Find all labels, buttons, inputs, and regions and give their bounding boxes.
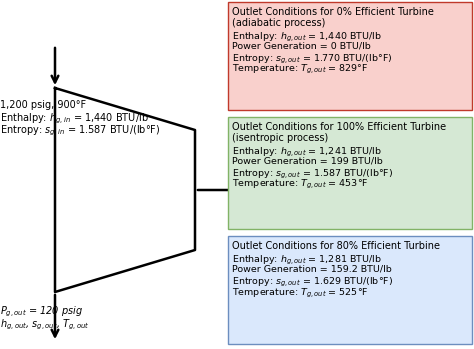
Text: Outlet Conditions for 100% Efficient Turbine: Outlet Conditions for 100% Efficient Tur… <box>232 122 446 132</box>
Text: Power Generation = 159.2 BTU/lb: Power Generation = 159.2 BTU/lb <box>232 265 392 274</box>
Text: Temperature: $T_{g,out}$ = 453°F: Temperature: $T_{g,out}$ = 453°F <box>232 178 369 192</box>
Text: 1,200 psig, 900°F: 1,200 psig, 900°F <box>0 100 86 110</box>
FancyBboxPatch shape <box>228 2 472 110</box>
Text: Entropy: $s_{g,out}$ = 1.770 BTU/(lb°F): Entropy: $s_{g,out}$ = 1.770 BTU/(lb°F) <box>232 52 392 66</box>
Text: Entropy: $s_{g,out}$ = 1.587 BTU/(lb°F): Entropy: $s_{g,out}$ = 1.587 BTU/(lb°F) <box>232 168 393 180</box>
Text: (isentropic process): (isentropic process) <box>232 133 328 143</box>
Text: Temperature: $T_{g,out}$ = 525°F: Temperature: $T_{g,out}$ = 525°F <box>232 287 369 299</box>
Text: Outlet Conditions for 0% Efficient Turbine: Outlet Conditions for 0% Efficient Turbi… <box>232 7 434 17</box>
Text: Entropy: $s_{g,out}$ = 1.629 BTU/(lb°F): Entropy: $s_{g,out}$ = 1.629 BTU/(lb°F) <box>232 276 393 289</box>
Text: Power Generation = 0 BTU/lb: Power Generation = 0 BTU/lb <box>232 42 371 51</box>
Text: Temperature: $T_{g,out}$ = 829°F: Temperature: $T_{g,out}$ = 829°F <box>232 63 368 76</box>
Text: $P_{g,out}$ = 120 psig: $P_{g,out}$ = 120 psig <box>0 305 83 319</box>
Text: Enthalpy: $h_{g,in}$ = 1,440 BTU/lb: Enthalpy: $h_{g,in}$ = 1,440 BTU/lb <box>0 112 149 126</box>
Text: Power Generation = 199 BTU/lb: Power Generation = 199 BTU/lb <box>232 157 383 165</box>
Text: Enthalpy: $h_{g,out}$ = 1,440 BTU/lb: Enthalpy: $h_{g,out}$ = 1,440 BTU/lb <box>232 31 382 44</box>
Text: $h_{g,out}$, $s_{g,out}$, $T_{g,out}$: $h_{g,out}$, $s_{g,out}$, $T_{g,out}$ <box>0 318 90 332</box>
FancyBboxPatch shape <box>228 236 472 344</box>
Text: Enthalpy: $h_{g,out}$ = 1,241 BTU/lb: Enthalpy: $h_{g,out}$ = 1,241 BTU/lb <box>232 146 382 159</box>
Text: Entropy: $s_{g,in}$ = 1.587 BTU/(lb°F): Entropy: $s_{g,in}$ = 1.587 BTU/(lb°F) <box>0 124 161 139</box>
Text: Enthalpy: $h_{g,out}$ = 1,281 BTU/lb: Enthalpy: $h_{g,out}$ = 1,281 BTU/lb <box>232 254 382 267</box>
FancyBboxPatch shape <box>228 117 472 229</box>
Text: Outlet Conditions for 80% Efficient Turbine: Outlet Conditions for 80% Efficient Turb… <box>232 241 440 251</box>
Text: (adiabatic process): (adiabatic process) <box>232 18 325 28</box>
